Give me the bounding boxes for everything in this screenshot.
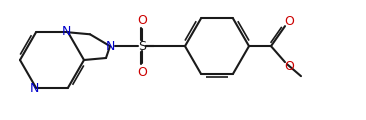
Text: N: N	[61, 25, 71, 38]
Text: O: O	[137, 14, 147, 27]
Text: N: N	[29, 82, 39, 95]
Text: O: O	[284, 15, 294, 28]
Text: O: O	[137, 66, 147, 79]
Text: O: O	[284, 60, 294, 73]
Text: S: S	[138, 40, 146, 53]
Text: N: N	[105, 40, 115, 53]
